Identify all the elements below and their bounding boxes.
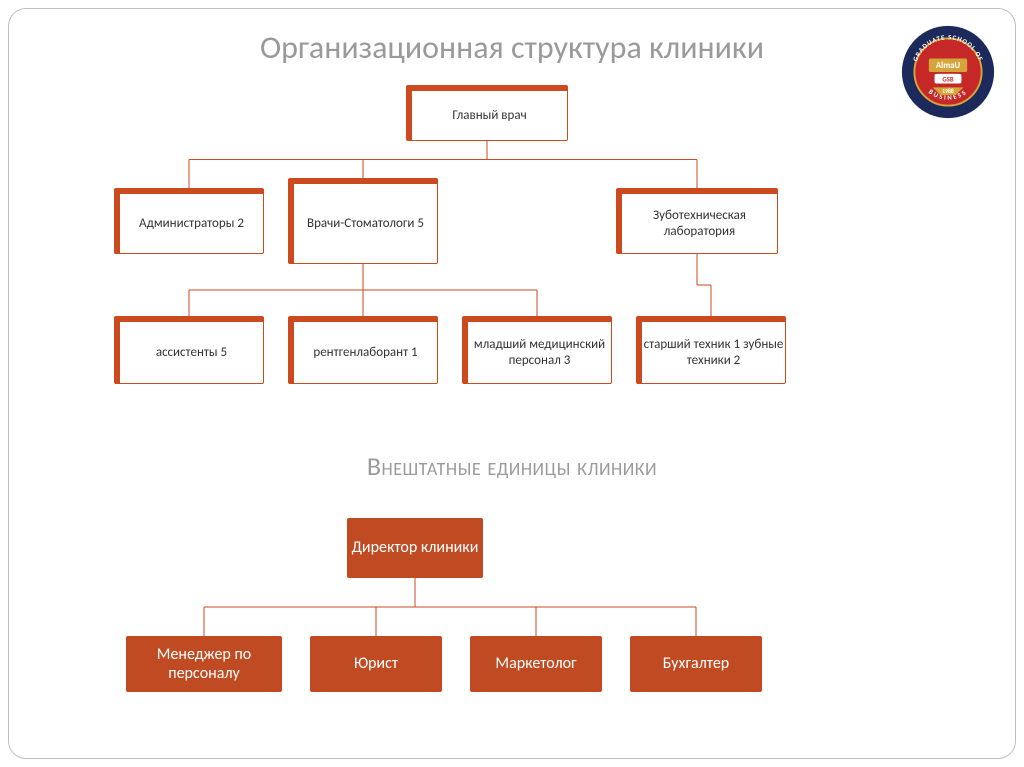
node-mkt: Маркетолог bbox=[470, 636, 602, 692]
node-law: Юрист bbox=[310, 636, 442, 692]
node-acc: Бухгалтер bbox=[630, 636, 762, 692]
node-hr: Менеджер по персоналу bbox=[126, 636, 282, 692]
ext-chart: Директор клиники Менеджер по персоналу Юри… bbox=[0, 0, 1024, 767]
node-dir: Директор клиники bbox=[347, 518, 483, 578]
